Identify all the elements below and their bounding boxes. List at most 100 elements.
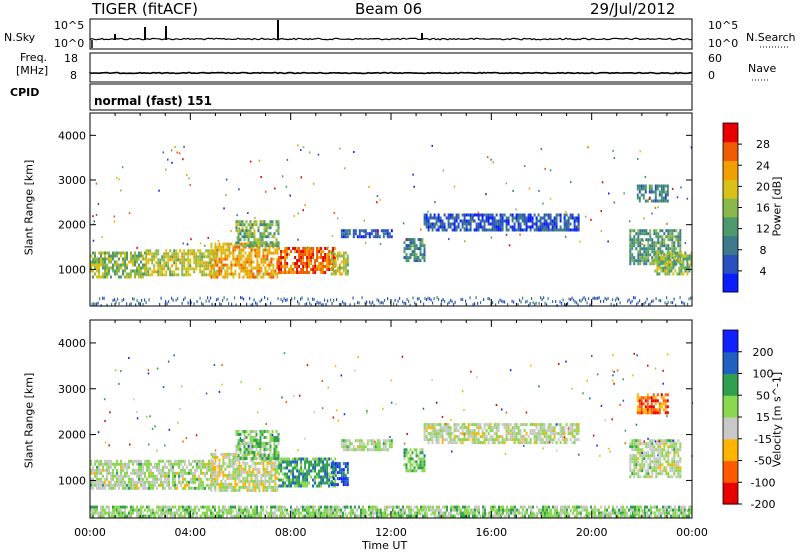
velocity-sparse-echo: [195, 434, 198, 437]
velocity-sparse-echo: [214, 449, 217, 452]
velocity-near-range-echo: [345, 512, 347, 516]
power-near-range-echo: [615, 298, 617, 302]
power-sparse-echo: [113, 220, 116, 223]
power-sparse-echo: [505, 233, 508, 236]
nave-tick-bottom: 0: [708, 69, 715, 82]
velocity-sparse-echo: [285, 401, 288, 404]
power-near-range-echo: [133, 297, 135, 301]
power-near-range-echo: [294, 296, 296, 300]
velocity-near-range-echo: [445, 510, 447, 514]
power-sparse-echo: [93, 220, 95, 223]
power-sparse-echo: [519, 233, 521, 236]
power-near-range-echo: [250, 303, 252, 307]
power-near-range-echo: [352, 296, 354, 300]
velocity-sparse-echo: [248, 445, 250, 448]
velocity-near-range-echo: [529, 515, 531, 518]
power-near-range-echo: [222, 299, 224, 302]
power-sparse-echo: [188, 177, 190, 180]
velocity-near-range-echo: [571, 512, 573, 516]
velocity-near-range-echo: [622, 513, 624, 516]
power-near-range-echo: [586, 301, 588, 305]
velocity-near-range-echo: [225, 508, 227, 512]
velocity-near-range-echo: [157, 512, 159, 516]
velocity-sparse-echo: [133, 398, 135, 401]
velocity-near-range-echo: [570, 509, 572, 513]
power-near-range-echo: [504, 300, 506, 304]
power-near-range-echo: [310, 303, 312, 307]
velocity-sparse-echo: [389, 436, 391, 438]
power-near-range-echo: [555, 300, 557, 303]
velocity-sparse-echo: [422, 407, 425, 410]
velocity-sparse-echo: [462, 390, 464, 393]
power-sparse-echo: [238, 188, 240, 191]
power-near-range-echo: [502, 300, 504, 304]
power-near-range-echo: [627, 299, 629, 303]
velocity-near-range-echo: [534, 512, 536, 516]
power-sparse-echo: [376, 195, 379, 197]
power-near-range-echo: [438, 297, 440, 301]
velocity-sparse-echo: [104, 420, 106, 422]
velocity-near-range-echo: [303, 509, 305, 513]
velocity-near-range-echo: [94, 511, 96, 515]
velocity-sparse-echo: [147, 369, 150, 371]
power-near-range-echo: [483, 298, 485, 301]
velocity-sparse-echo: [654, 367, 657, 370]
velocity-echo-region: [340, 439, 393, 452]
power-sparse-echo: [600, 210, 602, 213]
power-echo-region: [145, 249, 218, 277]
power-near-range-echo: [631, 299, 633, 303]
velocity-near-range-echo: [175, 510, 177, 514]
power-sparse-echo: [434, 201, 436, 204]
power-near-range-echo: [387, 297, 389, 301]
velocity-sparse-echo: [104, 441, 107, 444]
velocity-sparse-echo: [406, 433, 408, 435]
power-near-range-echo: [612, 298, 614, 302]
velocity-echo-region: [278, 457, 337, 488]
power-near-range-echo: [159, 302, 161, 306]
velocity-sparse-echo: [177, 421, 179, 424]
velocity-near-range-echo: [162, 513, 164, 517]
velocity-near-range-echo: [538, 508, 540, 512]
velocity-near-range-echo: [487, 514, 489, 518]
power-near-range-echo: [99, 297, 101, 301]
power-near-range-echo: [282, 299, 284, 303]
power-near-range-echo: [376, 298, 378, 302]
power-near-range-echo: [322, 303, 324, 307]
velocity-sparse-echo: [357, 356, 359, 358]
velocity-near-range-echo: [151, 513, 153, 517]
velocity-near-range-echo: [231, 509, 233, 513]
velocity-near-range-echo: [181, 514, 183, 518]
velocity-sparse-echo: [666, 415, 668, 418]
power-near-range-echo: [570, 298, 572, 302]
power-near-range-echo: [216, 298, 218, 302]
power-near-range-echo: [592, 296, 594, 300]
power-sparse-echo: [176, 151, 178, 154]
power-near-range-echo: [325, 302, 327, 306]
velocity-near-range-echo: [646, 510, 648, 514]
velocity-sparse-echo: [390, 401, 393, 404]
power-sparse-echo: [405, 238, 408, 241]
power-near-range-echo: [454, 300, 456, 304]
velocity-sparse-echo: [118, 382, 120, 385]
power-near-range-echo: [103, 296, 105, 300]
nave-label: Nave: [748, 62, 777, 75]
power-sparse-echo: [118, 178, 120, 181]
power-near-range-echo: [543, 296, 545, 300]
power-near-range-echo: [160, 296, 162, 300]
velocity-near-range-echo: [339, 510, 341, 514]
velocity-near-range-echo: [618, 515, 620, 519]
velocity-ytick-label: 3000: [58, 383, 86, 396]
power-near-range-echo: [144, 298, 146, 302]
velocity-sparse-echo: [136, 417, 139, 420]
velocity-near-range-echo: [369, 513, 371, 517]
power-sparse-echo: [333, 211, 336, 214]
power-sparse-echo: [528, 187, 531, 190]
power-near-range-echo: [585, 298, 587, 302]
velocity-sparse-echo: [470, 370, 472, 373]
velocity-near-range-echo: [553, 512, 555, 516]
power-near-range-echo: [136, 299, 138, 303]
power-near-range-echo: [208, 299, 210, 303]
velocity-near-range-echo: [676, 515, 678, 519]
velocity-near-range-echo: [634, 513, 636, 517]
power-sparse-echo: [431, 144, 433, 147]
